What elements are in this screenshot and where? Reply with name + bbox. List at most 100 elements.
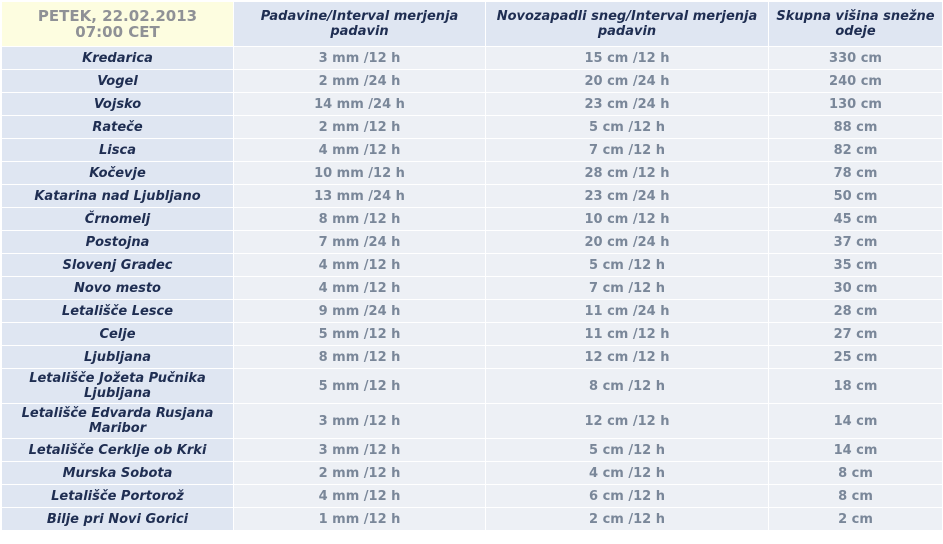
station-name: Slovenj Gradec [1, 253, 234, 277]
data-cell: 12 cm /12 h [485, 403, 769, 439]
station-name: Vojsko [1, 92, 234, 116]
data-cell: 7 cm /12 h [485, 276, 769, 300]
data-cell: 5 cm /12 h [485, 253, 769, 277]
data-cell: 20 cm /24 h [485, 230, 769, 254]
data-cell: 130 cm [768, 92, 943, 116]
date-label: PETEK, 22.02.2013 07:00 CET [37, 7, 198, 41]
data-cell: 10 mm /12 h [233, 161, 486, 185]
data-cell: 8 mm /12 h [233, 345, 486, 369]
data-cell: 28 cm [768, 299, 943, 323]
table-row: Letališče Lesce 9 mm /24 h 11 cm /24 h 28 c… [1, 299, 943, 323]
table-row: Ljubljana 8 mm /12 h 12 cm /12 h 25 cm [1, 345, 943, 369]
data-cell: 78 cm [768, 161, 943, 185]
station-name: Kočevje [1, 161, 234, 185]
table-row: Letališče Edvarda Rusjana Maribor 3 mm /1… [1, 403, 943, 439]
data-cell: 12 cm /12 h [485, 345, 769, 369]
station-name: Katarina nad Ljubljano [1, 184, 234, 208]
data-cell: 7 mm /24 h [233, 230, 486, 254]
station-name: Murska Sobota [1, 461, 234, 485]
data-cell: 11 cm /24 h [485, 299, 769, 323]
station-name: Lisca [1, 138, 234, 162]
table-row: Črnomelj 8 mm /12 h 10 cm /12 h 45 cm [1, 207, 943, 231]
data-cell: 4 mm /12 h [233, 253, 486, 277]
data-cell: 3 mm /12 h [233, 438, 486, 462]
table-row: Celje 5 mm /12 h 11 cm /12 h 27 cm [1, 322, 943, 346]
data-cell: 5 cm /12 h [485, 115, 769, 139]
data-cell: 4 mm /12 h [233, 484, 486, 508]
data-cell: 8 cm [768, 484, 943, 508]
data-cell: 5 cm /12 h [485, 438, 769, 462]
data-cell: 1 mm /12 h [233, 507, 486, 531]
header-cell: Padavine/Interval merjenja padavin [233, 1, 486, 47]
data-cell: 27 cm [768, 322, 943, 346]
data-cell: 2 mm /12 h [233, 115, 486, 139]
data-cell: 14 mm /24 h [233, 92, 486, 116]
data-cell: 2 mm /12 h [233, 461, 486, 485]
station-name: Črnomelj [1, 207, 234, 231]
header-cell: Skupna višina snežne odeje [768, 1, 943, 47]
data-cell: 50 cm [768, 184, 943, 208]
station-name: Vogel [1, 69, 234, 93]
table-row: Postojna 7 mm /24 h 20 cm /24 h 37 cm [1, 230, 943, 254]
station-name: Letališče Cerklje ob Krki [1, 438, 234, 462]
station-name: Letališče Edvarda Rusjana Maribor [1, 403, 234, 439]
data-cell: 5 mm /12 h [233, 368, 486, 404]
table-row: Letališče Jožeta Pučnika Ljubljana 5 mm /… [1, 368, 943, 404]
data-cell: 240 cm [768, 69, 943, 93]
data-cell: 6 cm /12 h [485, 484, 769, 508]
table-row: Kočevje 10 mm /12 h 28 cm /12 h 78 cm [1, 161, 943, 185]
data-cell: 2 cm [768, 507, 943, 531]
table-body: Kredarica 3 mm /12 h 15 cm /12 h 330 cm Voge… [1, 46, 943, 531]
data-cell: 37 cm [768, 230, 943, 254]
data-cell: 25 cm [768, 345, 943, 369]
data-cell: 4 mm /12 h [233, 276, 486, 300]
station-name: Letališče Jožeta Pučnika Ljubljana [1, 368, 234, 404]
data-cell: 5 mm /12 h [233, 322, 486, 346]
station-name: Bilje pri Novi Gorici [1, 507, 234, 531]
header-row: PETEK, 22.02.2013 07:00 CET Padavine/Int… [1, 1, 943, 47]
data-cell: 2 mm /24 h [233, 69, 486, 93]
data-cell: 7 cm /12 h [485, 138, 769, 162]
header-cell: PETEK, 22.02.2013 07:00 CET [1, 1, 234, 47]
table-row: Vojsko 14 mm /24 h 23 cm /24 h 130 cm [1, 92, 943, 116]
data-cell: 9 mm /24 h [233, 299, 486, 323]
data-cell: 88 cm [768, 115, 943, 139]
data-cell: 14 cm [768, 438, 943, 462]
data-cell: 18 cm [768, 368, 943, 404]
data-cell: 30 cm [768, 276, 943, 300]
station-name: Postojna [1, 230, 234, 254]
data-cell: 23 cm /24 h [485, 184, 769, 208]
data-cell: 14 cm [768, 403, 943, 439]
data-cell: 28 cm /12 h [485, 161, 769, 185]
table-row: Vogel 2 mm /24 h 20 cm /24 h 240 cm [1, 69, 943, 93]
data-cell: 330 cm [768, 46, 943, 70]
data-cell: 13 mm /24 h [233, 184, 486, 208]
station-name: Kredarica [1, 46, 234, 70]
header-cell: Novozapadli sneg/Interval merjenja padav… [485, 1, 769, 47]
data-cell: 35 cm [768, 253, 943, 277]
data-cell: 4 mm /12 h [233, 138, 486, 162]
data-cell: 3 mm /12 h [233, 46, 486, 70]
station-name: Ljubljana [1, 345, 234, 369]
station-name: Letališče Lesce [1, 299, 234, 323]
data-cell: 10 cm /12 h [485, 207, 769, 231]
station-name: Celje [1, 322, 234, 346]
station-name: Novo mesto [1, 276, 234, 300]
data-cell: 15 cm /12 h [485, 46, 769, 70]
snow-table: PETEK, 22.02.2013 07:00 CET Padavine/Int… [1, 1, 943, 531]
data-cell: 8 cm /12 h [485, 368, 769, 404]
data-cell: 20 cm /24 h [485, 69, 769, 93]
data-cell: 2 cm /12 h [485, 507, 769, 531]
data-cell: 11 cm /12 h [485, 322, 769, 346]
station-name: Letališče Portorož [1, 484, 234, 508]
table-row: Kredarica 3 mm /12 h 15 cm /12 h 330 cm [1, 46, 943, 70]
data-cell: 23 cm /24 h [485, 92, 769, 116]
